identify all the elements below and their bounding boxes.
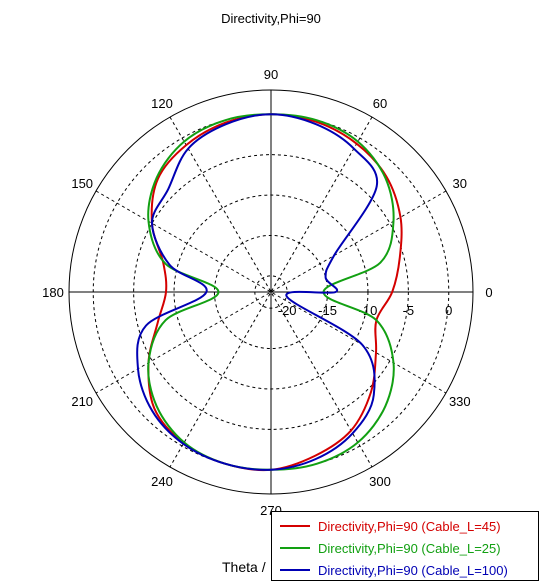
legend-label: Directivity,Phi=90 (Cable_L=25) bbox=[318, 540, 501, 556]
radial-tick-label: -20 bbox=[278, 303, 297, 318]
radial-tick-label: -15 bbox=[318, 303, 337, 318]
angle-tick-label: 120 bbox=[151, 96, 173, 111]
angle-tick-label: 150 bbox=[71, 176, 93, 191]
angle-tick-label: 60 bbox=[373, 96, 387, 111]
legend-item: Directivity,Phi=90 (Cable_L=100) bbox=[280, 560, 508, 580]
angle-tick-label: 210 bbox=[71, 394, 93, 409]
angle-tick-label: 0 bbox=[485, 285, 492, 300]
angle-tick-label: 330 bbox=[449, 394, 471, 409]
series-group bbox=[136, 113, 403, 472]
angle-tick-label: 180 bbox=[42, 285, 64, 300]
x-axis-label: Theta / bbox=[222, 559, 266, 575]
radial-tick-label: 0 bbox=[445, 303, 452, 318]
legend: Directivity,Phi=90 (Cable_L=45) Directiv… bbox=[271, 511, 539, 581]
series-line bbox=[147, 113, 403, 472]
legend-item: Directivity,Phi=90 (Cable_L=25) bbox=[280, 538, 501, 558]
legend-label: Directivity,Phi=90 (Cable_L=45) bbox=[318, 518, 501, 534]
grid-spoke bbox=[95, 190, 447, 394]
legend-swatch bbox=[280, 547, 310, 549]
chart-title: Directivity,Phi=90 bbox=[221, 11, 321, 26]
angle-tick-label: 90 bbox=[264, 67, 278, 82]
angle-tick-labels: 0306090120150180210240270300330 bbox=[42, 67, 492, 518]
grid-spoke bbox=[169, 116, 373, 468]
series-line bbox=[136, 113, 379, 471]
radial-tick-label: -10 bbox=[359, 303, 378, 318]
series-line bbox=[147, 113, 395, 471]
legend-swatch bbox=[280, 569, 310, 571]
legend-swatch bbox=[280, 525, 310, 527]
grid-spoke bbox=[95, 190, 447, 394]
angle-tick-label: 300 bbox=[369, 474, 391, 489]
radial-tick-labels: -20 -15 -10 -5 0 bbox=[278, 303, 453, 318]
polar-grid bbox=[68, 89, 474, 495]
legend-item: Directivity,Phi=90 (Cable_L=45) bbox=[280, 516, 501, 536]
legend-label: Directivity,Phi=90 (Cable_L=100) bbox=[318, 562, 508, 578]
radial-tick-label: -5 bbox=[403, 303, 415, 318]
grid-spoke bbox=[169, 116, 373, 468]
angle-tick-label: 30 bbox=[453, 176, 467, 191]
angle-tick-label: 240 bbox=[151, 474, 173, 489]
